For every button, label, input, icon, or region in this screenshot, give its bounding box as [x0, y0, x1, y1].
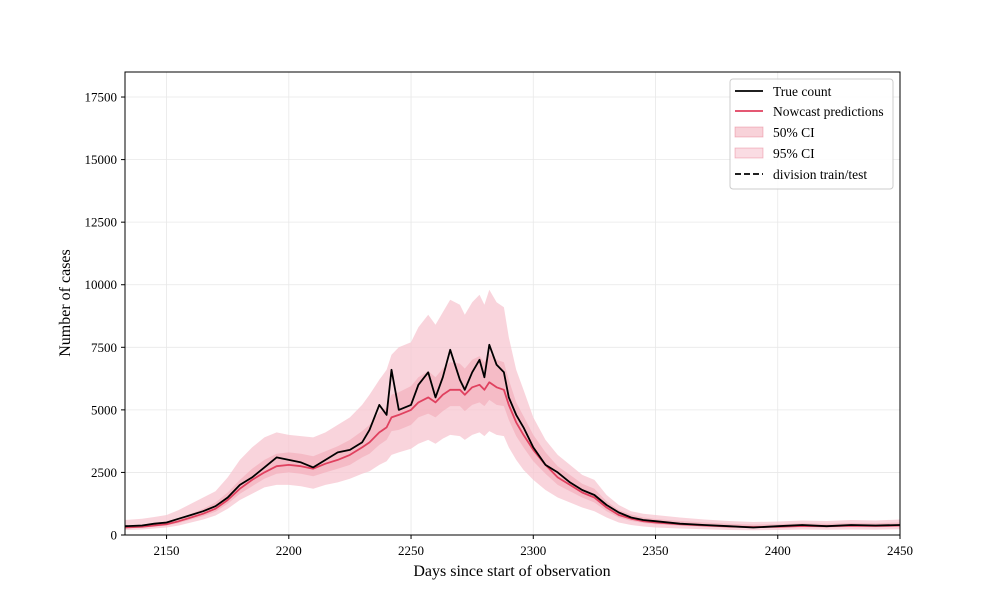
legend-label-nowcast: Nowcast predictions [773, 104, 884, 119]
x-tick-label: 2400 [765, 543, 791, 558]
y-tick-label: 12500 [85, 215, 118, 230]
y-tick-label: 2500 [91, 465, 117, 480]
x-tick-label: 2150 [154, 543, 180, 558]
legend-swatch-ci95 [734, 147, 764, 159]
nowcast-line [124, 381, 901, 529]
y-tick-label: 17500 [85, 90, 118, 105]
y-tick-label: 15000 [85, 152, 118, 167]
y-tick-label: 5000 [91, 402, 117, 417]
series-lines [124, 343, 901, 529]
x-tick-label: 2250 [398, 543, 424, 558]
legend-label-ci95: 95% CI [773, 146, 815, 161]
legend-label-true-count: True count [773, 84, 832, 99]
y-tick-label: 10000 [85, 277, 118, 292]
x-tick-label: 2300 [520, 543, 546, 558]
legend-label-ci50: 50% CI [773, 125, 815, 140]
y-axis-title: Number of cases [57, 249, 74, 357]
x-tick-label: 2450 [887, 543, 913, 558]
axis-ticks: 2150 2200 2250 2300 2350 2400 2450 0 2500 5000 750… [85, 90, 914, 558]
legend-label-division: division train/test [773, 167, 867, 182]
x-tick-label: 2200 [276, 543, 302, 558]
legend: True count Nowcast predictions 50% CI 95… [729, 78, 894, 190]
legend-swatch-ci50 [734, 126, 764, 138]
y-tick-label: 7500 [91, 340, 117, 355]
legend-box [729, 78, 894, 190]
y-tick-label: 0 [111, 528, 118, 543]
plot-frame [124, 71, 901, 536]
true-count-line [124, 343, 901, 529]
x-tick-label: 2350 [643, 543, 669, 558]
x-axis-title: Days since start of observation [413, 563, 610, 580]
